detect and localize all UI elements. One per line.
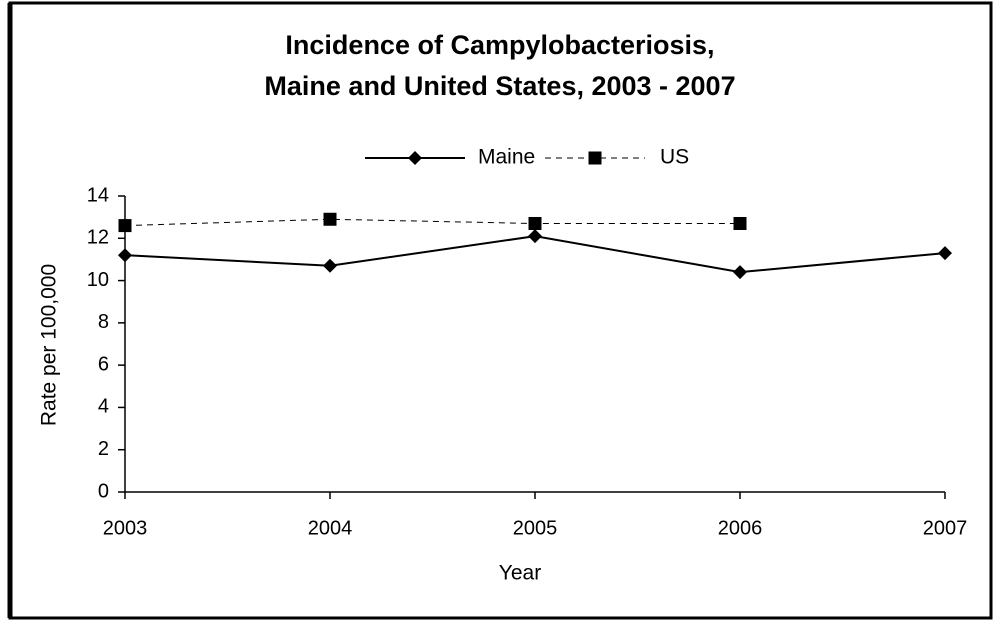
legend-marker	[588, 151, 602, 165]
y-tick-label: 2	[98, 438, 109, 460]
x-tick-label: 2004	[308, 517, 353, 539]
data-point	[733, 216, 747, 230]
x-axis-label: Year	[499, 562, 541, 585]
y-tick-label: 6	[98, 353, 109, 375]
chart-title: Maine and United States, 2003 - 2007	[264, 71, 735, 101]
y-tick-label: 0	[98, 480, 109, 502]
legend-marker	[408, 151, 422, 165]
series-line	[124, 218, 740, 227]
x-tick-label: 2005	[513, 517, 558, 539]
data-point	[528, 229, 542, 244]
y-axis-label: Rate per 100,000	[38, 264, 61, 426]
data-point	[938, 246, 952, 261]
data-point	[323, 258, 337, 273]
x-tick-label: 2003	[103, 517, 148, 539]
data-point	[118, 219, 132, 233]
legend-label: US	[660, 146, 689, 169]
y-tick-label: 12	[87, 227, 109, 249]
x-tick-label: 2006	[718, 517, 763, 539]
y-tick-label: 8	[98, 311, 109, 333]
data-point	[733, 265, 747, 280]
x-tick-label: 2007	[923, 517, 968, 539]
data-point	[118, 248, 132, 263]
data-point	[323, 212, 337, 226]
data-point	[528, 216, 542, 230]
y-tick-label: 4	[98, 396, 109, 418]
y-tick-label: 14	[87, 184, 109, 206]
chart-frame	[8, 1, 993, 620]
y-tick-label: 10	[87, 269, 109, 291]
legend-label: Maine	[478, 146, 535, 169]
chart-title: Incidence of Campylobacteriosis,	[285, 30, 714, 60]
